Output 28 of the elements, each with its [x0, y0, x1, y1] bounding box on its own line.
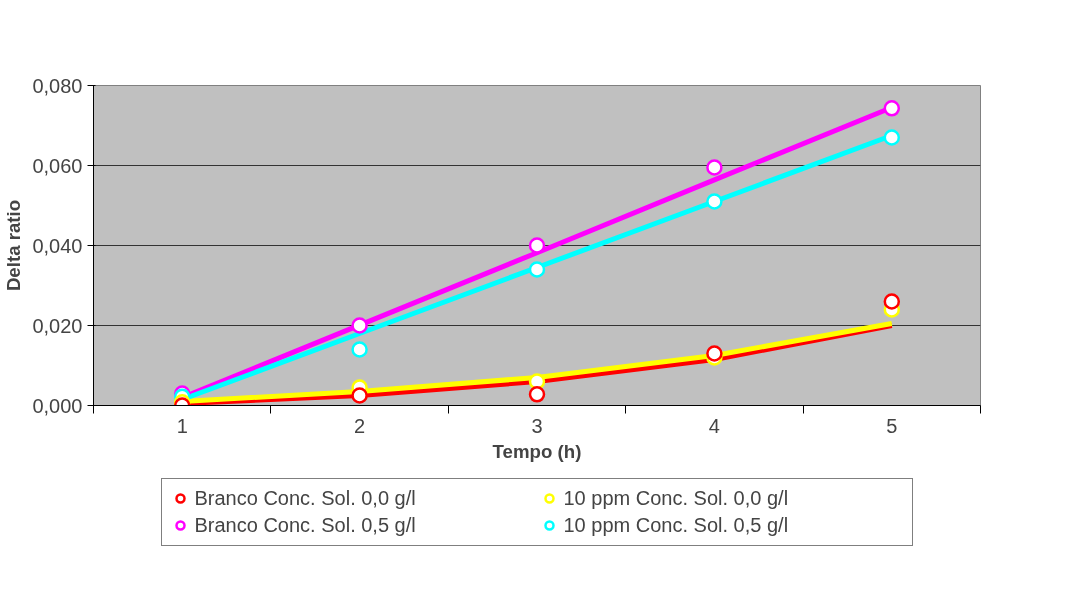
y-tick-label: 0,060 [32, 154, 83, 177]
x-tick-label: 1 [176, 414, 188, 437]
point [883, 293, 901, 310]
x-axis-title: Tempo (h) [492, 440, 582, 462]
point [706, 159, 723, 176]
x-tick-label: 2 [354, 414, 366, 437]
x-tick-label: 4 [708, 414, 720, 437]
y-axis-title: Delta ratio [3, 199, 25, 292]
legend-label: Branco Conc. Sol. 0,0 g/l [194, 486, 417, 510]
point [351, 341, 368, 358]
point [528, 261, 546, 278]
y-tick-label: 0,020 [32, 314, 83, 337]
y-tick-label: 0,040 [32, 234, 83, 257]
legend-label: 10 ppm Conc. Sol. 0,0 g/l [563, 486, 790, 510]
y-tick-label: 0,000 [32, 394, 83, 417]
x-tick-label: 5 [886, 414, 898, 437]
point [883, 100, 901, 117]
legend-label: Branco Conc. Sol. 0,5 g/l [194, 513, 417, 537]
y-tick-label: 0,080 [32, 74, 83, 97]
point [528, 237, 546, 254]
legend-label: 10 ppm Conc. Sol. 0,5 g/l [563, 513, 790, 537]
point [528, 386, 546, 403]
point [351, 317, 368, 334]
point [706, 193, 723, 210]
point [351, 387, 368, 404]
point [883, 129, 901, 146]
point [706, 345, 723, 362]
x-tick-label: 3 [531, 414, 543, 437]
